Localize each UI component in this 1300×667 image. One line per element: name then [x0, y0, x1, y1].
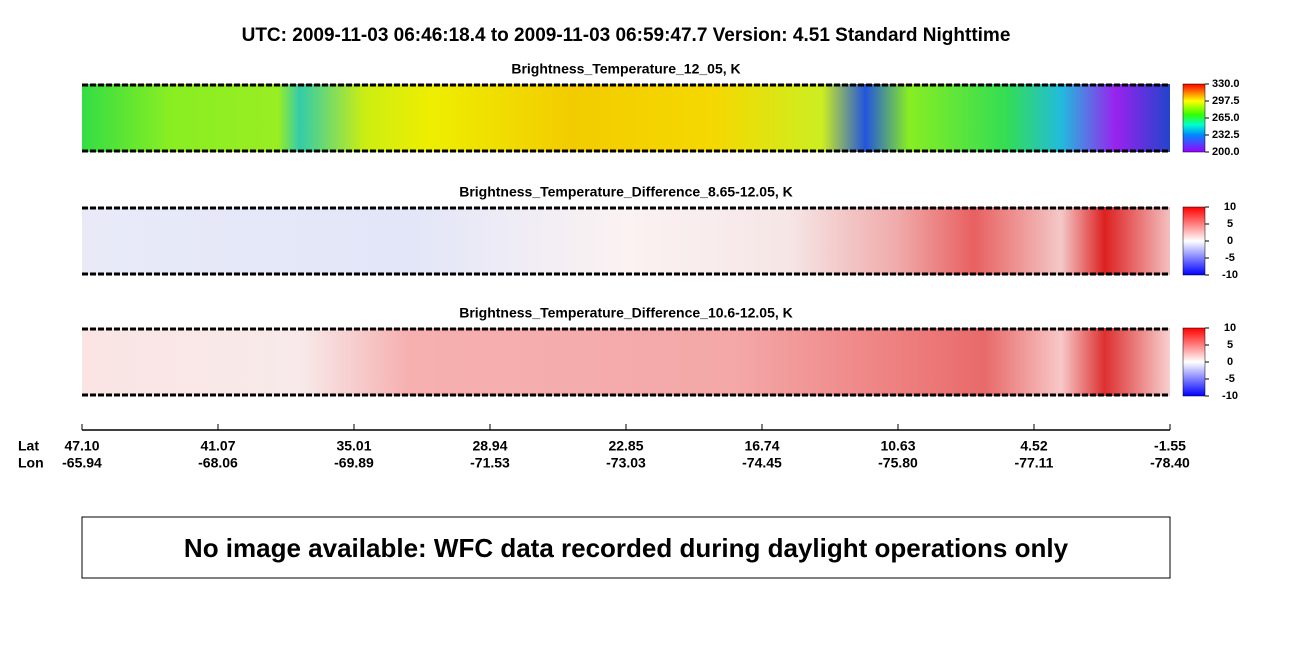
data-strip — [82, 84, 1170, 152]
colorbar — [1182, 83, 1206, 153]
lat-tick-label: 4.52 — [1020, 438, 1047, 454]
notice-box — [81, 516, 1171, 579]
lat-label: Lat — [18, 438, 39, 454]
colorbar-tick-label: 232.5 — [1212, 129, 1240, 141]
colorbar-tick-label: -5 — [1225, 252, 1235, 264]
colorbar — [1182, 206, 1206, 276]
lon-tick-label: -77.11 — [1015, 455, 1054, 471]
lat-tick-label: 41.07 — [200, 438, 235, 454]
lon-tick-label: -75.80 — [878, 455, 918, 471]
colorbar-tick-label: -10 — [1222, 269, 1238, 281]
colorbar-tick-label: 265.0 — [1212, 112, 1240, 124]
lat-tick-label: -1.55 — [1154, 438, 1186, 454]
notice-text: No image available: WFC data recorded du… — [184, 533, 1069, 563]
lat-tick-label: 10.63 — [880, 438, 915, 454]
page-title: UTC: 2009-11-03 06:46:18.4 to 2009-11-03… — [242, 25, 1011, 46]
lat-tick-label: 47.10 — [64, 438, 99, 454]
data-strip — [82, 328, 1170, 396]
colorbar-tick-label: 5 — [1227, 339, 1233, 351]
colorbar-tick-label: 297.5 — [1212, 95, 1240, 107]
lat-tick-label: 28.94 — [472, 438, 507, 454]
lon-tick-label: -73.03 — [606, 455, 646, 471]
panels: Brightness_Temperature_12_05, K 200.0 232.… — [82, 61, 1240, 402]
colorbar-tick-label: 330.0 — [1212, 78, 1240, 90]
colorbar-tick-label: 0 — [1227, 235, 1233, 247]
colorbar-tick-label: 10 — [1224, 201, 1236, 213]
lat-tick-label: 35.01 — [336, 438, 371, 454]
lon-label: Lon — [18, 455, 44, 471]
lon-tick-label: -69.89 — [334, 455, 374, 471]
colorbar-tick-label: 0 — [1227, 356, 1233, 368]
data-strip — [82, 207, 1170, 275]
lat-tick-label: 22.85 — [608, 438, 643, 454]
colorbar-tick-label: -5 — [1225, 373, 1235, 385]
lon-tick-label: -65.94 — [62, 455, 102, 471]
panel-title: Brightness_Temperature_12_05, K — [511, 61, 740, 77]
lon-tick-label: -74.45 — [742, 455, 782, 471]
colorbar-tick-label: -10 — [1222, 390, 1238, 402]
colorbar — [1182, 327, 1206, 397]
lon-tick-label: -78.40 — [1150, 455, 1190, 471]
lat-tick-label: 16.74 — [744, 438, 779, 454]
colorbar-tick-label: 10 — [1224, 322, 1236, 334]
lon-tick-label: -71.53 — [470, 455, 510, 471]
colorbar-tick-label: 5 — [1227, 218, 1233, 230]
panel-title: Brightness_Temperature_Difference_8.65-1… — [459, 184, 793, 200]
colorbar-tick-label: 200.0 — [1212, 146, 1240, 158]
lon-tick-label: -68.06 — [198, 455, 238, 471]
panel-title: Brightness_Temperature_Difference_10.6-1… — [459, 305, 793, 321]
